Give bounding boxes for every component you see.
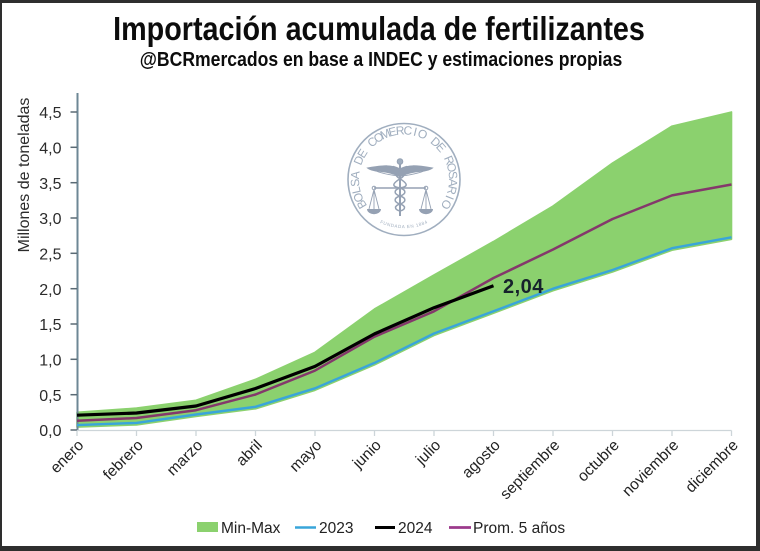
svg-text:septiembre: septiembre	[497, 437, 563, 503]
svg-text:marzo: marzo	[164, 437, 206, 479]
svg-text:O: O	[444, 161, 460, 173]
svg-text:0,0: 0,0	[39, 423, 61, 440]
svg-text:3,5: 3,5	[39, 176, 61, 193]
svg-text:abril: abril	[233, 437, 266, 470]
svg-text:I: I	[412, 125, 418, 139]
svg-text:mayo: mayo	[287, 437, 326, 476]
svg-text:@BCRmercados en base a INDEC y: @BCRmercados en base a INDEC y estimacio…	[140, 48, 623, 70]
svg-text:R: R	[395, 123, 405, 138]
svg-text:Importación acumulada de ferti: Importación acumulada de fertilizantes	[113, 10, 645, 47]
svg-text:octubre: octubre	[574, 437, 623, 486]
svg-text:S: S	[445, 170, 460, 179]
svg-text:A: A	[348, 170, 363, 179]
svg-text:noviembre: noviembre	[619, 437, 682, 500]
svg-text:1,0: 1,0	[39, 353, 61, 370]
svg-text:julio: julio	[412, 437, 444, 469]
svg-text:junio: junio	[349, 437, 385, 473]
svg-text:L: L	[349, 185, 364, 195]
svg-text:4,0: 4,0	[39, 141, 61, 158]
svg-text:febrero: febrero	[100, 437, 147, 484]
svg-text:E: E	[387, 124, 398, 139]
svg-text:Prom. 5 años: Prom. 5 años	[473, 520, 565, 537]
svg-text:2,04: 2,04	[503, 276, 544, 298]
svg-text:Min-Max: Min-Max	[221, 520, 281, 537]
svg-text:1,5: 1,5	[39, 317, 61, 334]
svg-text:2,0: 2,0	[39, 282, 61, 299]
svg-text:4,5: 4,5	[39, 105, 61, 122]
svg-text:2,5: 2,5	[39, 247, 61, 264]
svg-text:Millones de toneladas: Millones de toneladas	[16, 98, 33, 253]
svg-text:M: M	[378, 126, 393, 143]
svg-text:R: R	[444, 185, 460, 197]
svg-text:diciembre: diciembre	[682, 437, 742, 497]
svg-text:S: S	[348, 178, 363, 187]
svg-text:agosto: agosto	[459, 437, 504, 482]
svg-text:3,0: 3,0	[39, 211, 61, 228]
svg-text:FUNDADA EN 1884: FUNDADA EN 1884	[380, 219, 429, 229]
svg-text:A: A	[446, 178, 461, 187]
svg-text:I: I	[442, 193, 456, 201]
svg-text:2023: 2023	[319, 520, 353, 537]
svg-text:2024: 2024	[398, 520, 433, 537]
svg-text:enero: enero	[47, 437, 87, 477]
svg-text:0,5: 0,5	[39, 388, 61, 405]
svg-text:C: C	[403, 123, 413, 138]
